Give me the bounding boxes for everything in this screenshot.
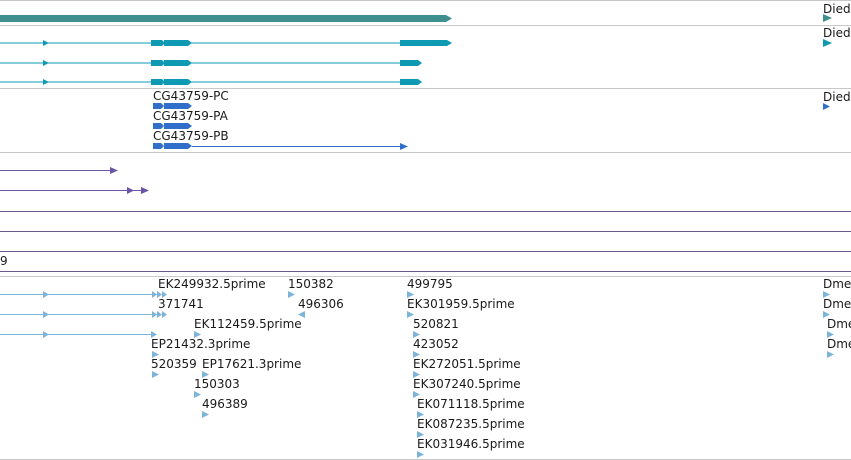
isoform-label-pa[interactable]: CG43759-PA xyxy=(153,109,228,123)
isoform-label-pb[interactable]: CG43759-PB xyxy=(153,129,229,143)
est-label[interactable]: Dme xyxy=(823,277,851,291)
gene-arrow-right[interactable] xyxy=(823,14,832,22)
est-markers[interactable] xyxy=(152,291,834,458)
est-label[interactable]: Dme xyxy=(827,337,851,351)
est-label[interactable]: EK112459.5prime xyxy=(194,317,302,331)
est-label[interactable]: 520359 xyxy=(151,357,197,371)
est-label[interactable]: EP21432.3prime xyxy=(151,337,251,351)
transcript-feature[interactable] xyxy=(0,79,422,85)
est-label[interactable]: EK071118.5prime xyxy=(417,397,525,411)
est-label[interactable]: 423052 xyxy=(413,337,459,351)
isoform-label-pc[interactable]: CG43759-PC xyxy=(153,89,229,103)
est-label[interactable]: 496306 xyxy=(298,297,344,311)
transcript-feature[interactable] xyxy=(0,40,452,46)
est-label[interactable]: 150382 xyxy=(288,277,334,291)
transcript-arrow-right[interactable] xyxy=(823,39,832,47)
partial-track-number: 9 xyxy=(0,254,8,268)
est-label[interactable]: EK087235.5prime xyxy=(417,417,525,431)
isoform-feature-pc[interactable] xyxy=(153,103,192,109)
est-label[interactable]: EK031946.5prime xyxy=(417,437,525,451)
est-label[interactable]: 371741 xyxy=(158,297,204,311)
est-label[interactable]: 499795 xyxy=(407,277,453,291)
est-label[interactable]: EK307240.5prime xyxy=(413,377,521,391)
gene-label[interactable]: Died xyxy=(823,2,851,16)
est-label[interactable]: EP17621.3prime xyxy=(202,357,302,371)
est-feature[interactable] xyxy=(0,331,157,338)
transcript-feature[interactable] xyxy=(0,60,422,66)
est-label[interactable]: 520821 xyxy=(413,317,459,331)
ncrna-feature[interactable] xyxy=(0,167,118,174)
est-feature[interactable] xyxy=(0,291,167,298)
isoform-feature-pb[interactable] xyxy=(153,143,408,150)
transcript-label[interactable]: Died xyxy=(823,26,851,40)
est-label[interactable]: Dme xyxy=(827,317,851,331)
est-label[interactable]: EK301959.5prime xyxy=(407,297,515,311)
ncrna-feature[interactable] xyxy=(0,187,149,194)
est-label[interactable]: 496389 xyxy=(202,397,248,411)
est-label[interactable]: 150303 xyxy=(194,377,240,391)
est-label[interactable]: EK272051.5prime xyxy=(413,357,521,371)
isoform-arrow-right[interactable] xyxy=(823,103,830,110)
est-label[interactable]: Dme xyxy=(823,297,851,311)
gene-feature[interactable] xyxy=(0,15,452,22)
isoform-feature-pa[interactable] xyxy=(153,123,192,129)
est-label[interactable]: EK249932.5prime xyxy=(158,277,266,291)
est-feature[interactable] xyxy=(0,311,167,318)
isoform-label-right[interactable]: Died xyxy=(823,90,851,104)
